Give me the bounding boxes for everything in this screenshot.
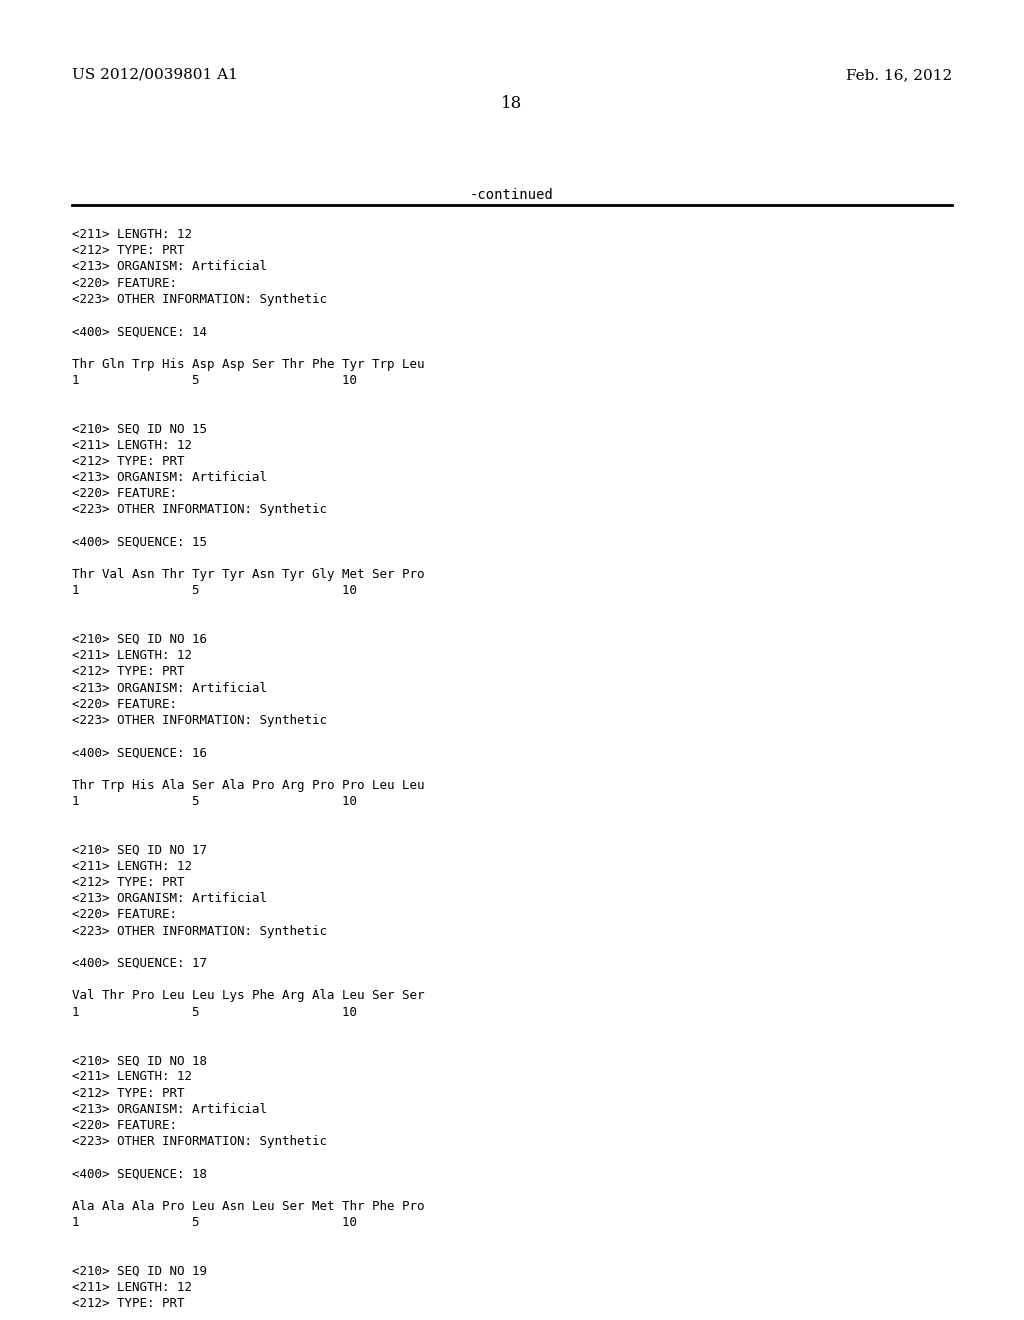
Text: <220> FEATURE:: <220> FEATURE: xyxy=(72,908,177,921)
Text: <212> TYPE: PRT: <212> TYPE: PRT xyxy=(72,876,184,888)
Text: Thr Trp His Ala Ser Ala Pro Arg Pro Pro Leu Leu: Thr Trp His Ala Ser Ala Pro Arg Pro Pro … xyxy=(72,779,425,792)
Text: <213> ORGANISM: Artificial: <213> ORGANISM: Artificial xyxy=(72,471,267,484)
Text: <210> SEQ ID NO 17: <210> SEQ ID NO 17 xyxy=(72,843,207,857)
Text: <223> OTHER INFORMATION: Synthetic: <223> OTHER INFORMATION: Synthetic xyxy=(72,503,327,516)
Text: <213> ORGANISM: Artificial: <213> ORGANISM: Artificial xyxy=(72,892,267,906)
Text: <223> OTHER INFORMATION: Synthetic: <223> OTHER INFORMATION: Synthetic xyxy=(72,1135,327,1148)
Text: <213> ORGANISM: Artificial: <213> ORGANISM: Artificial xyxy=(72,1102,267,1115)
Text: <400> SEQUENCE: 18: <400> SEQUENCE: 18 xyxy=(72,1168,207,1180)
Text: Feb. 16, 2012: Feb. 16, 2012 xyxy=(846,69,952,82)
Text: <212> TYPE: PRT: <212> TYPE: PRT xyxy=(72,455,184,467)
Text: <223> OTHER INFORMATION: Synthetic: <223> OTHER INFORMATION: Synthetic xyxy=(72,293,327,306)
Text: Thr Val Asn Thr Tyr Tyr Asn Tyr Gly Met Ser Pro: Thr Val Asn Thr Tyr Tyr Asn Tyr Gly Met … xyxy=(72,568,425,581)
Text: <211> LENGTH: 12: <211> LENGTH: 12 xyxy=(72,649,193,663)
Text: 1               5                   10: 1 5 10 xyxy=(72,1216,357,1229)
Text: <213> ORGANISM: Artificial: <213> ORGANISM: Artificial xyxy=(72,260,267,273)
Text: <211> LENGTH: 12: <211> LENGTH: 12 xyxy=(72,859,193,873)
Text: <220> FEATURE:: <220> FEATURE: xyxy=(72,1119,177,1133)
Text: 1               5                   10: 1 5 10 xyxy=(72,795,357,808)
Text: Val Thr Pro Leu Leu Lys Phe Arg Ala Leu Ser Ser: Val Thr Pro Leu Leu Lys Phe Arg Ala Leu … xyxy=(72,990,425,1002)
Text: -continued: -continued xyxy=(470,187,554,202)
Text: <212> TYPE: PRT: <212> TYPE: PRT xyxy=(72,1298,184,1311)
Text: <220> FEATURE:: <220> FEATURE: xyxy=(72,698,177,710)
Text: Ala Ala Ala Pro Leu Asn Leu Ser Met Thr Phe Pro: Ala Ala Ala Pro Leu Asn Leu Ser Met Thr … xyxy=(72,1200,425,1213)
Text: <211> LENGTH: 12: <211> LENGTH: 12 xyxy=(72,1071,193,1084)
Text: <211> LENGTH: 12: <211> LENGTH: 12 xyxy=(72,1280,193,1294)
Text: <210> SEQ ID NO 18: <210> SEQ ID NO 18 xyxy=(72,1055,207,1067)
Text: <212> TYPE: PRT: <212> TYPE: PRT xyxy=(72,244,184,257)
Text: <400> SEQUENCE: 16: <400> SEQUENCE: 16 xyxy=(72,746,207,759)
Text: <210> SEQ ID NO 15: <210> SEQ ID NO 15 xyxy=(72,422,207,436)
Text: 18: 18 xyxy=(502,95,522,112)
Text: 1               5                   10: 1 5 10 xyxy=(72,374,357,387)
Text: <211> LENGTH: 12: <211> LENGTH: 12 xyxy=(72,228,193,242)
Text: 1               5                   10: 1 5 10 xyxy=(72,585,357,598)
Text: <220> FEATURE:: <220> FEATURE: xyxy=(72,277,177,289)
Text: <223> OTHER INFORMATION: Synthetic: <223> OTHER INFORMATION: Synthetic xyxy=(72,924,327,937)
Text: 1               5                   10: 1 5 10 xyxy=(72,1006,357,1019)
Text: <220> FEATURE:: <220> FEATURE: xyxy=(72,487,177,500)
Text: <400> SEQUENCE: 15: <400> SEQUENCE: 15 xyxy=(72,536,207,549)
Text: <211> LENGTH: 12: <211> LENGTH: 12 xyxy=(72,438,193,451)
Text: <223> OTHER INFORMATION: Synthetic: <223> OTHER INFORMATION: Synthetic xyxy=(72,714,327,727)
Text: <213> ORGANISM: Artificial: <213> ORGANISM: Artificial xyxy=(72,681,267,694)
Text: <212> TYPE: PRT: <212> TYPE: PRT xyxy=(72,1086,184,1100)
Text: <210> SEQ ID NO 16: <210> SEQ ID NO 16 xyxy=(72,634,207,645)
Text: <400> SEQUENCE: 14: <400> SEQUENCE: 14 xyxy=(72,325,207,338)
Text: <210> SEQ ID NO 19: <210> SEQ ID NO 19 xyxy=(72,1265,207,1278)
Text: <400> SEQUENCE: 17: <400> SEQUENCE: 17 xyxy=(72,957,207,970)
Text: Thr Gln Trp His Asp Asp Ser Thr Phe Tyr Trp Leu: Thr Gln Trp His Asp Asp Ser Thr Phe Tyr … xyxy=(72,358,425,371)
Text: US 2012/0039801 A1: US 2012/0039801 A1 xyxy=(72,69,238,82)
Text: <212> TYPE: PRT: <212> TYPE: PRT xyxy=(72,665,184,678)
